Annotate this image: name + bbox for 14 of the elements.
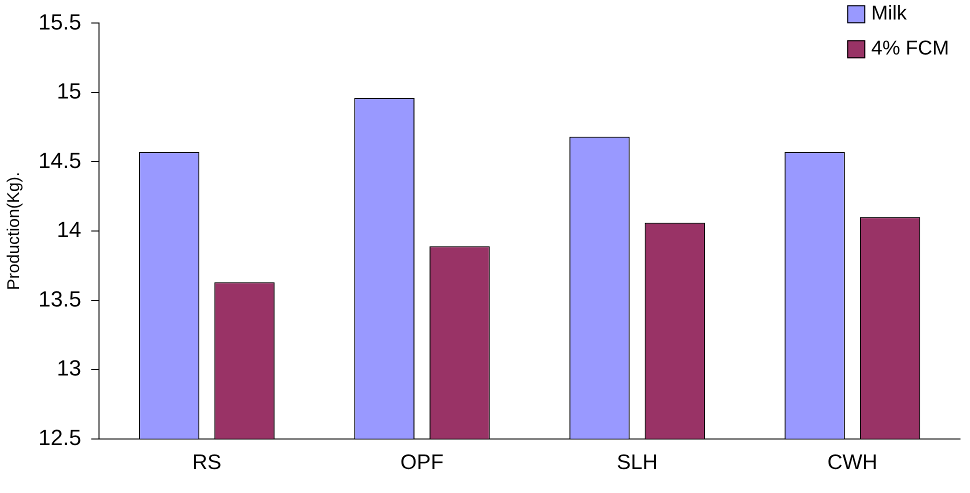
y-axis-title: Production(Kg). xyxy=(4,172,23,290)
legend-label: 4% FCM xyxy=(871,38,950,60)
x-tick-label: CWH xyxy=(827,451,878,474)
x-tick-label: RS xyxy=(192,451,222,474)
legend-label: Milk xyxy=(871,2,908,25)
x-tick-label: OPF xyxy=(400,451,444,474)
y-tick-label: 15 xyxy=(56,78,82,104)
y-tick-label: 13.5 xyxy=(38,286,82,312)
y-tick-label: 14.5 xyxy=(38,148,82,173)
y-tick-label: 12.5 xyxy=(38,424,82,450)
y-tick-label: 15.5 xyxy=(38,9,82,34)
y-tick-label: 13 xyxy=(56,356,82,381)
x-tick-label: SLH xyxy=(616,451,658,474)
y-tick-label: 14 xyxy=(56,217,82,242)
